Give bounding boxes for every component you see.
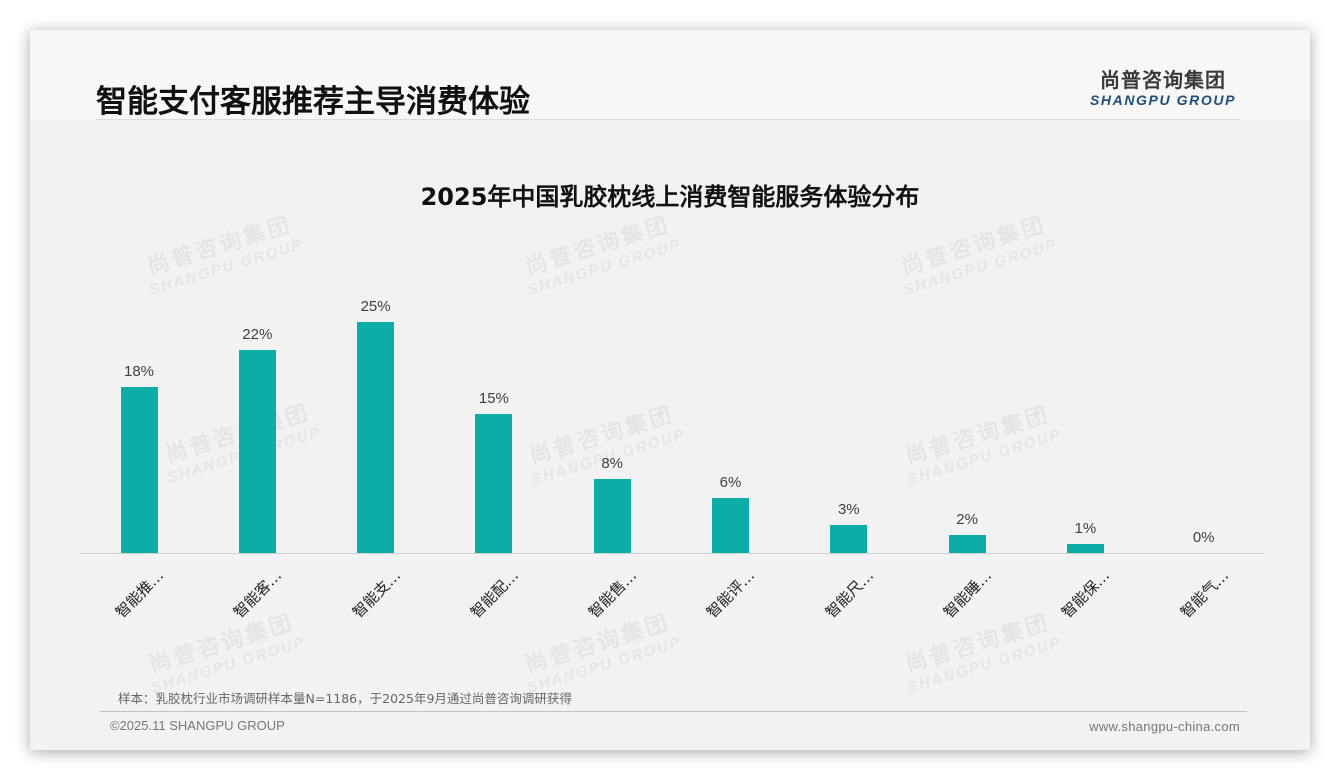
bar xyxy=(357,322,395,553)
bar-chart: 18% 智能推… 22% 智能客… 25% 智能支… 15% 智能配… 8% 智能售… 6% 智能评…… xyxy=(30,30,1310,750)
bar-value-label: 22% xyxy=(242,326,273,343)
bar xyxy=(948,535,986,553)
bar-value-label: 18% xyxy=(123,363,155,380)
x-category-label: 智能配… xyxy=(466,566,523,622)
x-category-label: 智能售… xyxy=(585,566,641,622)
x-category-label: 智能保… xyxy=(1058,566,1114,622)
logo-english: SHANGPU GROUP xyxy=(1089,92,1237,108)
x-category-label: 智能客… xyxy=(230,566,286,622)
x-category-label: 智能气… xyxy=(1176,566,1232,622)
bar-value-label: 15% xyxy=(478,390,509,407)
bar xyxy=(120,387,158,553)
bar-value-label: 2% xyxy=(956,511,978,528)
bar-value-label: 6% xyxy=(719,474,742,491)
copyright-text: ©2025.11 SHANGPU GROUP xyxy=(110,718,285,733)
slide: 尚普咨询集团 SHANGPU GROUP 尚普咨询集团 SHANGPU GROUP 尚普… xyxy=(30,30,1310,750)
bar xyxy=(238,350,276,553)
bar xyxy=(830,525,868,553)
bar-value-label: 25% xyxy=(360,298,391,315)
bar-value-label: 3% xyxy=(837,501,860,518)
bar-value-label: 1% xyxy=(1074,520,1097,537)
logo-chinese: 尚普咨询集团 xyxy=(1100,68,1226,92)
bar xyxy=(712,498,749,553)
footer-divider xyxy=(100,711,1247,712)
x-axis-line xyxy=(80,553,1264,554)
company-logo: 尚普咨询集团 SHANGPU GROUP xyxy=(1088,64,1238,108)
bar xyxy=(593,479,631,553)
x-category-label: 智能推… xyxy=(111,566,168,622)
chart-title: 2025年中国乳胶枕线上消费智能服务体验分布 xyxy=(420,183,920,211)
x-category-label: 智能睡… xyxy=(940,566,996,622)
header-band xyxy=(30,30,1310,120)
bar-value-label: 8% xyxy=(601,455,624,472)
header-divider xyxy=(96,119,1240,120)
sample-note: 样本：乳胶枕行业市场调研样本量N=1186，于2025年9月通过尚普咨询调研获得 xyxy=(118,691,572,706)
website-link[interactable]: www.shangpu-china.com xyxy=(1089,719,1240,734)
bar xyxy=(475,414,513,553)
page-title: 智能支付客服推荐主导消费体验 xyxy=(96,84,530,120)
bar-value-label: 0% xyxy=(1192,529,1215,546)
x-category-label: 智能支… xyxy=(348,566,404,622)
x-category-label: 智能尺… xyxy=(821,566,877,622)
bar xyxy=(1066,544,1104,553)
x-category-label: 智能评… xyxy=(703,566,759,622)
